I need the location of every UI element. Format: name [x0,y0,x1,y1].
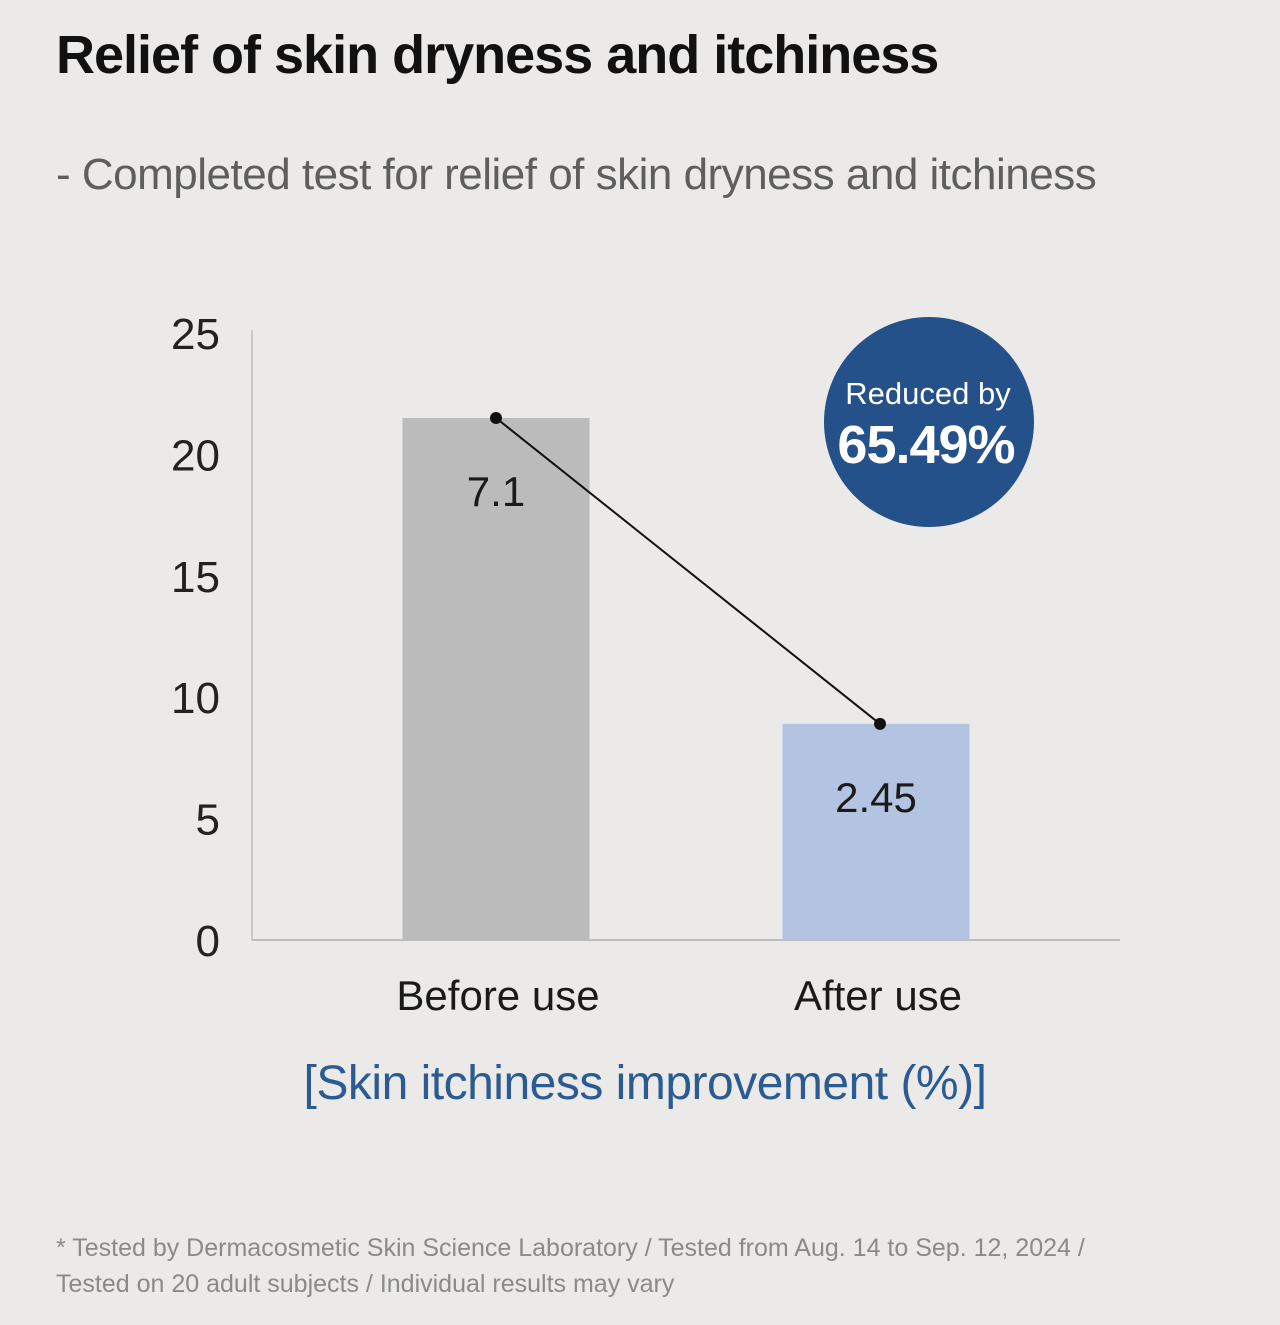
bar-before-use [402,417,590,941]
trend-line [495,417,881,725]
badge-value: 65.49% [837,415,1014,475]
y-tick-label: 10 [171,674,220,723]
y-tick-label: 0 [196,917,220,966]
footnote-line-1: * Tested by Dermacosmetic Skin Science L… [56,1234,1085,1262]
x-axis-caption: [Skin itchiness improvement (%)] [303,1057,987,1110]
footnote-line-2: Tested on 20 adult subjects / Individual… [56,1270,675,1298]
data-label: 2.45 [835,774,917,821]
y-tick-label: 15 [171,553,220,602]
x-tick-label: Before use [396,972,599,1019]
reduction-badge [824,317,1034,527]
data-label: 7.1 [467,468,525,515]
bar-after-use [782,723,970,940]
page-title: Relief of skin dryness and itchiness [56,25,939,85]
footnote: * Tested by Dermacosmetic Skin Science L… [56,1230,1216,1302]
y-tick-label: 5 [196,796,220,845]
trend-point [490,411,502,424]
badge-label: Reduced by [845,376,1011,411]
page-subtitle: - Completed test for relief of skin dryn… [56,150,1097,199]
y-tick-label: 25 [171,310,220,359]
trend-point [874,717,886,730]
y-tick-label: 20 [171,431,220,480]
x-tick-label: After use [794,972,962,1019]
